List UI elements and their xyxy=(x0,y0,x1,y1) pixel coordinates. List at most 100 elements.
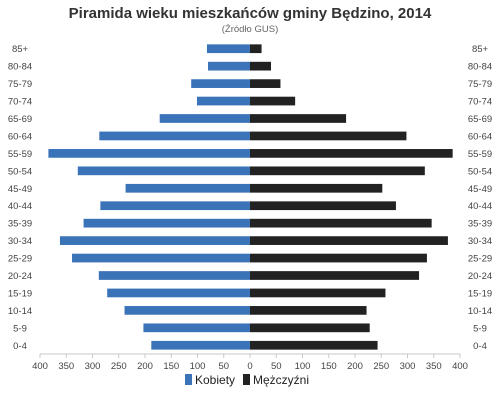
age-label-left: 30-34 xyxy=(8,236,32,247)
age-label-right: 5-9 xyxy=(473,323,487,334)
bar-kobiety xyxy=(151,340,250,350)
bar-mezczyzni xyxy=(250,253,427,263)
age-label-left: 65-69 xyxy=(8,114,32,125)
x-tick-label: 200 xyxy=(347,361,363,372)
age-label-right: 15-19 xyxy=(468,288,492,299)
age-label-left: 85+ xyxy=(12,44,29,55)
age-label-right: 60-64 xyxy=(468,131,492,142)
bar-mezczyzni xyxy=(250,288,386,298)
legend-item-kobiety-swatch xyxy=(185,374,192,385)
x-tick-label: 400 xyxy=(32,361,48,372)
age-label-right: 80-84 xyxy=(468,62,492,73)
age-label-left: 25-29 xyxy=(8,254,32,265)
bar-kobiety xyxy=(98,271,250,280)
bar-kobiety xyxy=(196,96,250,106)
age-label-left: 15-19 xyxy=(8,288,32,299)
age-labels-layer: 85+ 85+ 80-84 80-84 75-79 75-79 70-74 70-74 65-6… xyxy=(8,44,492,352)
age-label-left: 60-64 xyxy=(8,131,32,142)
legend[interactable]: Kobiety Mężczyźni xyxy=(185,373,309,387)
bar-kobiety xyxy=(143,323,250,333)
x-tick-label: 50 xyxy=(218,361,229,372)
bar-kobiety xyxy=(99,131,250,141)
x-tick-label: 100 xyxy=(190,361,206,372)
bar-mezczyzni xyxy=(250,166,425,176)
age-label-left: 0-4 xyxy=(13,341,27,352)
age-label-right: 0-4 xyxy=(473,341,487,352)
bar-kobiety xyxy=(59,236,251,245)
chart-title: Piramida wieku mieszkańców gminy Będzino… xyxy=(69,5,432,22)
bars-layer xyxy=(48,44,453,350)
bar-kobiety xyxy=(107,288,250,298)
bar-mezczyzni xyxy=(250,44,262,54)
bar-mezczyzni xyxy=(250,96,296,106)
chart-subtitle: (Źródło GUS) xyxy=(222,24,278,35)
age-label-left: 70-74 xyxy=(8,97,32,108)
age-label-right: 85+ xyxy=(472,44,489,55)
age-label-right: 20-24 xyxy=(468,271,492,282)
x-tick-label: 400 xyxy=(452,361,468,372)
bar-mezczyzni xyxy=(250,236,448,245)
x-tick-label: 100 xyxy=(295,361,311,372)
bar-mezczyzni xyxy=(250,340,378,350)
bar-kobiety xyxy=(83,218,250,228)
bar-mezczyzni xyxy=(250,114,347,123)
bar-mezczyzni xyxy=(250,79,281,88)
age-label-right: 75-79 xyxy=(468,79,492,90)
age-label-right: 40-44 xyxy=(468,201,492,212)
x-tick-label: 250 xyxy=(111,361,127,372)
age-label-left: 80-84 xyxy=(8,62,32,73)
age-label-right: 10-14 xyxy=(468,306,492,317)
age-label-right: 45-49 xyxy=(468,184,492,195)
bar-kobiety xyxy=(206,44,250,54)
bar-kobiety xyxy=(159,114,250,123)
bar-kobiety xyxy=(124,306,250,315)
axis-layer: 400 350 300 250 200 150 100 50 0 50 100 150 200 250 30… xyxy=(32,353,468,372)
age-label-left: 40-44 xyxy=(8,201,32,212)
bar-kobiety xyxy=(125,183,250,193)
bar-mezczyzni xyxy=(250,218,432,228)
bar-kobiety xyxy=(48,149,251,158)
legend-item-mezczyzni-label: Mężczyźni xyxy=(253,373,309,387)
bar-kobiety xyxy=(191,79,250,88)
age-label-left: 50-54 xyxy=(8,166,32,177)
age-label-right: 70-74 xyxy=(468,97,492,108)
age-label-left: 55-59 xyxy=(8,149,32,160)
bar-kobiety xyxy=(77,166,250,176)
bar-mezczyzni xyxy=(250,201,396,211)
age-label-left: 20-24 xyxy=(8,271,32,282)
bar-kobiety xyxy=(72,253,251,263)
age-label-right: 55-59 xyxy=(468,149,492,160)
age-label-left: 5-9 xyxy=(13,323,27,334)
bar-kobiety xyxy=(208,61,250,71)
bar-kobiety xyxy=(100,201,250,211)
age-label-right: 65-69 xyxy=(468,114,492,125)
x-tick-label: 350 xyxy=(58,361,74,372)
bar-mezczyzni xyxy=(250,131,407,141)
x-tick-label: 200 xyxy=(137,361,153,372)
x-tick-label: 250 xyxy=(373,361,389,372)
age-label-right: 35-39 xyxy=(468,219,492,230)
x-tick-label: 300 xyxy=(400,361,416,372)
x-tick-label: 150 xyxy=(321,361,337,372)
legend-item-mezczyzni-swatch xyxy=(243,374,250,385)
bar-mezczyzni xyxy=(250,61,271,71)
age-label-left: 75-79 xyxy=(8,79,32,90)
x-tick-label: 300 xyxy=(85,361,101,372)
bar-mezczyzni xyxy=(250,149,453,158)
age-label-right: 25-29 xyxy=(468,254,492,265)
x-tick-label: 0 xyxy=(247,361,252,372)
x-tick-label: 50 xyxy=(271,361,282,372)
bar-mezczyzni xyxy=(250,271,420,280)
age-label-right: 30-34 xyxy=(468,236,492,247)
age-label-left: 10-14 xyxy=(8,306,32,317)
bar-mezczyzni xyxy=(250,183,383,193)
age-label-left: 45-49 xyxy=(8,184,32,195)
bar-mezczyzni xyxy=(250,306,367,315)
age-label-right: 50-54 xyxy=(468,166,492,177)
legend-item-kobiety-label: Kobiety xyxy=(195,373,235,387)
x-tick-label: 150 xyxy=(163,361,179,372)
bar-mezczyzni xyxy=(250,323,370,333)
age-label-left: 35-39 xyxy=(8,219,32,230)
